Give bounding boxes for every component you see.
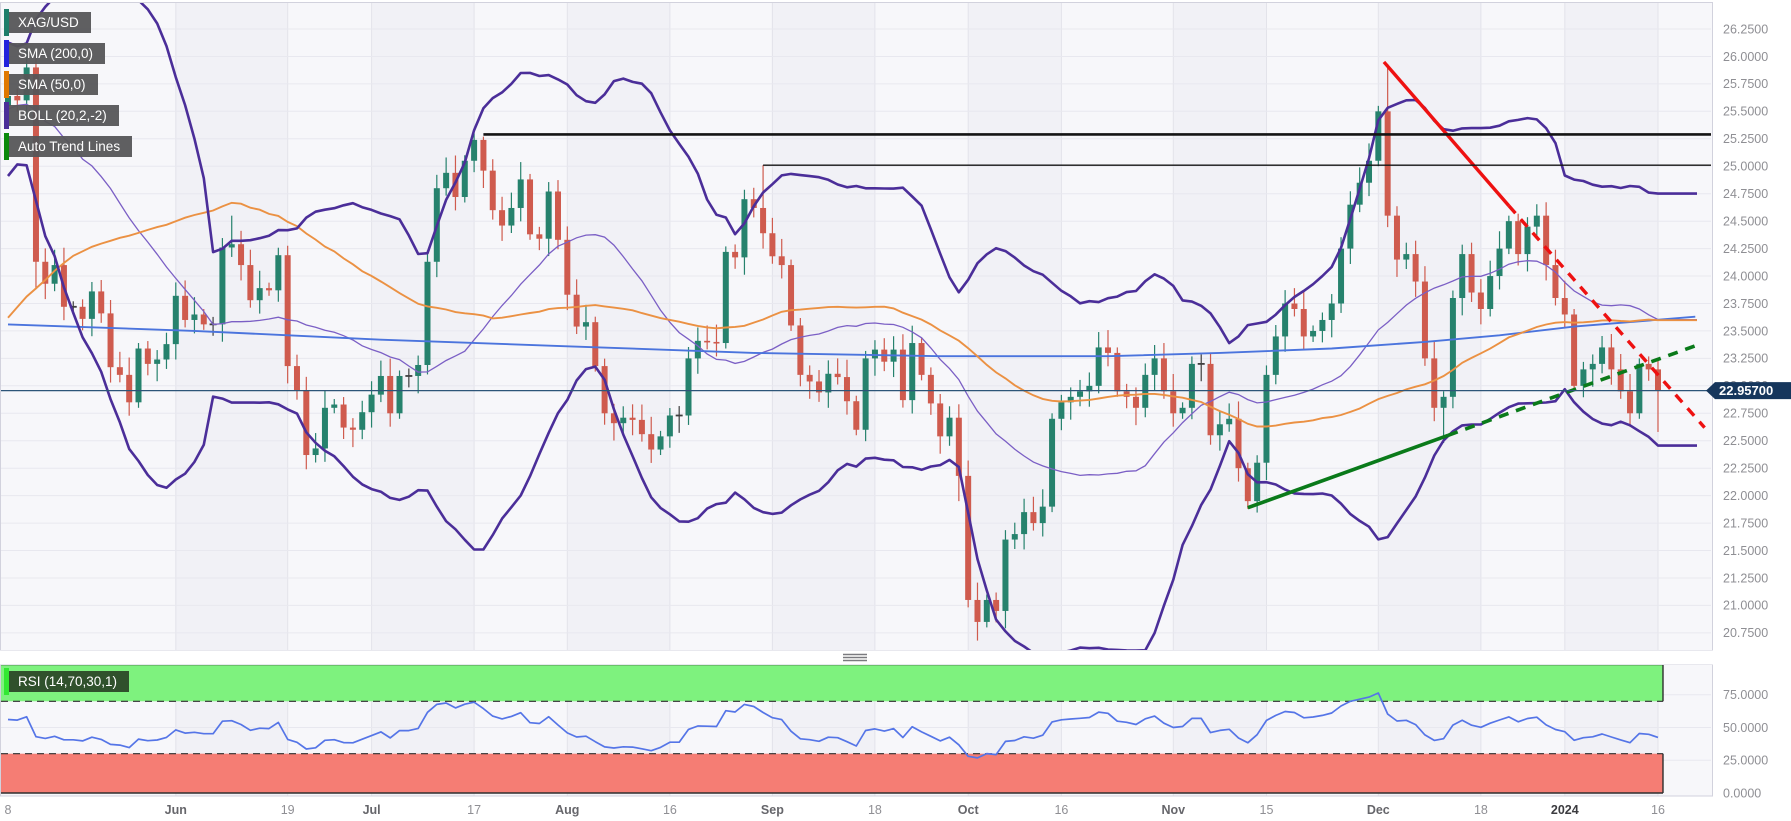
svg-text:Jun: Jun bbox=[165, 803, 187, 817]
chip-color-bar bbox=[4, 71, 9, 98]
chip-label: RSI (14,70,30,1) bbox=[9, 671, 130, 692]
svg-text:24.7500: 24.7500 bbox=[1723, 187, 1768, 201]
svg-text:Dec: Dec bbox=[1367, 803, 1390, 817]
rsi-line bbox=[7, 692, 1659, 759]
svg-text:25.2500: 25.2500 bbox=[1723, 132, 1768, 146]
chip-color-bar bbox=[4, 668, 9, 695]
svg-text:16: 16 bbox=[663, 803, 677, 817]
rsi-overbought-zone bbox=[1, 664, 1663, 702]
svg-text:24.2500: 24.2500 bbox=[1723, 242, 1768, 256]
current-price-value: 22.95700 bbox=[1719, 383, 1773, 398]
bollinger-upper-line bbox=[7, 3, 1697, 345]
gridlines bbox=[0, 2, 1711, 796]
svg-text:19: 19 bbox=[281, 803, 295, 817]
sma50-line bbox=[7, 201, 1697, 428]
svg-text:25.5000: 25.5000 bbox=[1723, 105, 1768, 119]
svg-text:22.5000: 22.5000 bbox=[1723, 434, 1768, 448]
svg-text:2024: 2024 bbox=[1551, 803, 1579, 817]
svg-text:26.0000: 26.0000 bbox=[1723, 50, 1768, 64]
chip-color-bar bbox=[4, 102, 9, 129]
chip-color-bar bbox=[4, 9, 9, 36]
svg-text:21.2500: 21.2500 bbox=[1723, 571, 1768, 585]
chip-color-bar bbox=[4, 133, 9, 160]
svg-text:Sep: Sep bbox=[761, 803, 784, 817]
svg-text:25.0000: 25.0000 bbox=[1723, 160, 1768, 174]
chip-rsi[interactable]: RSI (14,70,30,1) bbox=[4, 668, 130, 695]
chip-label: XAG/USD bbox=[9, 12, 91, 33]
svg-text:21.0000: 21.0000 bbox=[1723, 599, 1768, 613]
svg-text:21.7500: 21.7500 bbox=[1723, 516, 1768, 530]
bollinger-lower-line bbox=[6, 163, 1697, 650]
chip-color-bar bbox=[4, 40, 9, 67]
svg-text:23.2500: 23.2500 bbox=[1723, 352, 1768, 366]
svg-text:15: 15 bbox=[1260, 803, 1274, 817]
svg-text:Oct: Oct bbox=[958, 803, 980, 817]
svg-text:18: 18 bbox=[1474, 803, 1488, 817]
chip-sma-200-0[interactable]: SMA (200,0) bbox=[4, 40, 106, 67]
chip-label: Auto Trend Lines bbox=[9, 136, 133, 157]
svg-text:8: 8 bbox=[5, 803, 12, 817]
chip-label: BOLL (20,2,-2) bbox=[9, 105, 119, 126]
svg-text:23.7500: 23.7500 bbox=[1723, 297, 1768, 311]
svg-text:22.2500: 22.2500 bbox=[1723, 462, 1768, 476]
chip-label: SMA (50,0) bbox=[9, 74, 98, 95]
bollinger-middle-line bbox=[7, 103, 1697, 477]
svg-text:50.0000: 50.0000 bbox=[1723, 721, 1768, 735]
current-price-badge bbox=[1706, 382, 1791, 400]
chip-sma-50-0[interactable]: SMA (50,0) bbox=[4, 71, 98, 98]
svg-text:16: 16 bbox=[1054, 803, 1068, 817]
svg-text:25.0000: 25.0000 bbox=[1723, 754, 1768, 768]
svg-text:Aug: Aug bbox=[555, 803, 579, 817]
chip-auto-trend-lines[interactable]: Auto Trend Lines bbox=[4, 133, 133, 160]
svg-text:22.7500: 22.7500 bbox=[1723, 407, 1768, 421]
candlesticks bbox=[5, 47, 1661, 641]
svg-text:24.0000: 24.0000 bbox=[1723, 269, 1768, 283]
main-plot bbox=[5, 3, 1706, 650]
rsi-panel bbox=[1, 663, 1664, 794]
svg-text:20.7500: 20.7500 bbox=[1723, 626, 1768, 640]
chip-xag-usd[interactable]: XAG/USD bbox=[4, 9, 91, 36]
svg-text:75.0000: 75.0000 bbox=[1723, 688, 1768, 702]
svg-text:Nov: Nov bbox=[1161, 803, 1185, 817]
svg-text:Jul: Jul bbox=[363, 803, 381, 817]
svg-text:23.5000: 23.5000 bbox=[1723, 324, 1768, 338]
price-axis[interactable]: 26.2500 26.0000 25.7500 25.5000 25.2500 25.00… bbox=[1706, 22, 1791, 800]
svg-text:25.7500: 25.7500 bbox=[1723, 77, 1768, 91]
bullish-trendline[interactable] bbox=[1247, 342, 1701, 510]
panel-resize-handle[interactable] bbox=[843, 653, 867, 662]
chip-boll-20-2-2[interactable]: BOLL (20,2,-2) bbox=[4, 102, 119, 129]
time-axis[interactable]: 8 Jun 19 Jul 17 Aug 16 Sep 18 Oct 16 Nov 15 Dec 18 2024… bbox=[5, 803, 1665, 817]
rsi-oversold-zone bbox=[1, 753, 1663, 793]
svg-text:17: 17 bbox=[467, 803, 481, 817]
svg-text:26.2500: 26.2500 bbox=[1723, 22, 1768, 36]
sma200-line bbox=[7, 315, 1696, 358]
svg-text:0.0000: 0.0000 bbox=[1723, 786, 1761, 800]
svg-text:16: 16 bbox=[1651, 803, 1665, 817]
chip-label: SMA (200,0) bbox=[9, 43, 106, 64]
svg-text:24.5000: 24.5000 bbox=[1723, 215, 1768, 229]
svg-text:22.0000: 22.0000 bbox=[1723, 489, 1768, 503]
svg-text:18: 18 bbox=[868, 803, 882, 817]
svg-text:21.5000: 21.5000 bbox=[1723, 544, 1768, 558]
